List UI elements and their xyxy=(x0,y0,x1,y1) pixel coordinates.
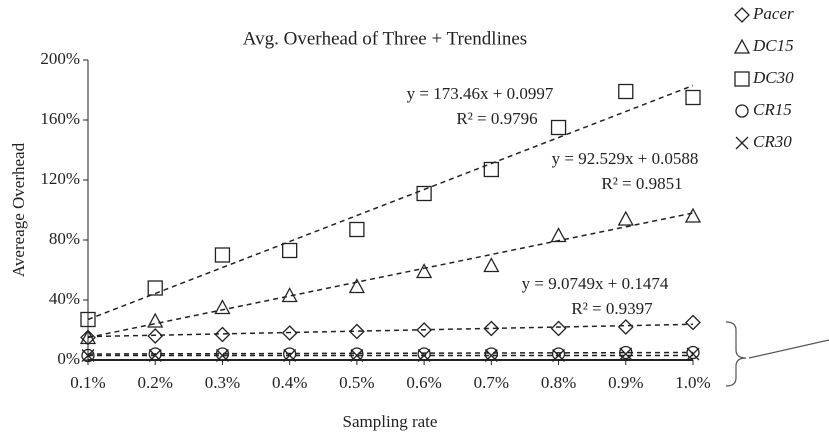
annotation: y = 173.46x + 0.0997 xyxy=(407,84,554,103)
marker xyxy=(684,207,702,223)
annotation: R² = 0.9851 xyxy=(601,174,682,193)
x-tick-label: 0.8% xyxy=(541,373,576,392)
y-tick-label: 200% xyxy=(40,49,80,68)
y-tick-label: 0% xyxy=(57,349,80,368)
marker xyxy=(147,328,164,344)
marker xyxy=(483,257,500,273)
y-tick-label: 40% xyxy=(49,289,80,308)
marker xyxy=(416,322,433,338)
y-tick-label: 80% xyxy=(49,229,80,248)
marker xyxy=(282,242,298,259)
marker xyxy=(283,349,297,362)
marker xyxy=(215,349,229,362)
marker xyxy=(552,349,566,362)
marker xyxy=(484,349,498,362)
marker xyxy=(550,320,567,337)
marker xyxy=(214,299,231,315)
marker xyxy=(81,349,95,362)
trendline xyxy=(87,323,694,338)
marker xyxy=(686,347,700,361)
marker xyxy=(617,210,634,226)
marker xyxy=(349,221,365,238)
marker xyxy=(734,71,750,87)
x-tick-label: 0.4% xyxy=(272,373,307,392)
marker xyxy=(619,345,633,360)
marker xyxy=(733,38,751,54)
marker xyxy=(80,311,96,328)
marker xyxy=(484,347,498,361)
brace xyxy=(725,321,747,387)
y-tick-label: 120% xyxy=(40,169,80,188)
marker xyxy=(416,185,432,202)
x-tick-label: 1.0% xyxy=(675,373,710,392)
marker xyxy=(550,119,567,136)
marker xyxy=(79,329,97,345)
annotation: R² = 0.9397 xyxy=(571,299,653,318)
marker xyxy=(348,323,365,340)
marker xyxy=(417,347,431,361)
pointer-line xyxy=(748,339,829,359)
legend-label: DC30 xyxy=(752,68,794,87)
legend-label: DC15 xyxy=(752,36,794,55)
trendline xyxy=(87,84,694,321)
chart-title: Avg. Overhead of Three + Trendlines xyxy=(243,28,527,49)
x-axis-label: Sampling rate xyxy=(343,412,438,431)
marker xyxy=(215,347,230,361)
marker xyxy=(214,326,231,343)
annotation: R² = 0.9796 xyxy=(456,109,537,128)
marker xyxy=(550,227,567,243)
y-axis-label: Avereage Overhead xyxy=(9,142,28,277)
marker xyxy=(685,314,701,331)
legend-label: CR30 xyxy=(753,132,792,151)
marker xyxy=(350,347,364,361)
marker xyxy=(148,347,162,361)
marker xyxy=(686,345,700,360)
x-tick-label: 0.3% xyxy=(205,373,240,392)
marker xyxy=(417,349,431,362)
marker xyxy=(283,347,297,361)
marker xyxy=(617,319,634,335)
marker xyxy=(281,287,298,303)
x-tick-label: 0.9% xyxy=(608,373,643,392)
marker xyxy=(80,329,96,346)
legend-label: Pacer xyxy=(752,4,794,23)
marker xyxy=(734,7,750,23)
x-tick-label: 0.5% xyxy=(339,373,374,392)
marker xyxy=(350,349,364,362)
annotation: y = 9.0749x + 0.1474 xyxy=(522,274,669,293)
x-tick-label: 0.1% xyxy=(70,373,105,392)
marker xyxy=(735,104,749,118)
marker xyxy=(281,325,298,341)
marker xyxy=(685,89,701,106)
marker xyxy=(348,278,365,294)
marker xyxy=(81,348,95,363)
annotation: y = 92.529x + 0.0588 xyxy=(552,149,699,168)
marker xyxy=(416,263,433,279)
y-tick-label: 160% xyxy=(40,109,80,128)
trendline xyxy=(87,212,694,339)
marker xyxy=(483,161,499,178)
marker xyxy=(618,83,634,100)
marker xyxy=(214,247,231,263)
marker xyxy=(551,347,566,361)
x-tick-label: 0.7% xyxy=(474,373,509,392)
x-tick-label: 0.2% xyxy=(138,373,173,392)
marker xyxy=(148,349,162,362)
marker xyxy=(147,312,164,328)
marker xyxy=(619,347,633,361)
marker xyxy=(735,136,749,150)
legend-label: CR15 xyxy=(753,100,792,119)
x-tick-label: 0.6% xyxy=(406,373,441,392)
trendline xyxy=(87,351,694,355)
marker xyxy=(483,320,500,337)
marker xyxy=(147,280,163,296)
